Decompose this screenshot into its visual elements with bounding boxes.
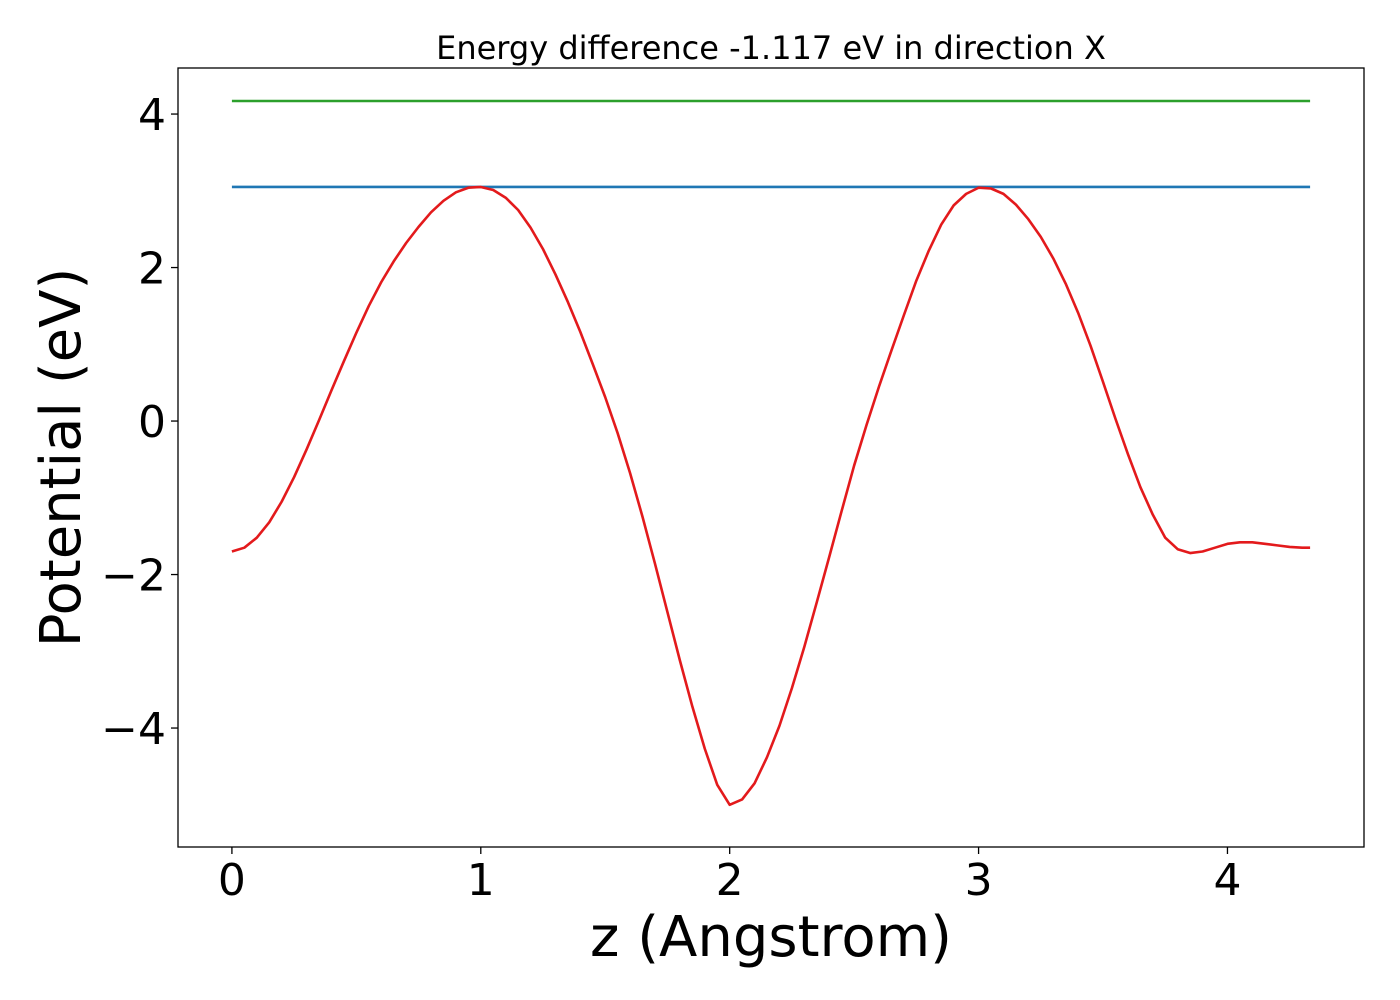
y-tick-label: −2 — [101, 551, 166, 602]
x-tick-label: 1 — [467, 855, 495, 906]
y-axis: −4 −2 0 2 4 — [101, 90, 178, 755]
y-tick-label: −4 — [101, 704, 166, 755]
y-axis-label: Potential (eV) — [29, 268, 94, 648]
series-line-2 — [231, 185, 1311, 807]
x-tick-label: 4 — [1213, 855, 1241, 906]
y-tick-label: 0 — [138, 397, 166, 448]
y-tick-label: 2 — [138, 244, 166, 295]
x-tick-label: 0 — [218, 855, 246, 906]
x-axis: 0 1 2 3 4 — [218, 847, 1241, 906]
chart-title: Energy difference -1.117 eV in direction… — [436, 29, 1106, 67]
plot-frame — [177, 67, 1365, 848]
y-tick-label: 4 — [138, 90, 166, 141]
x-tick-label: 2 — [716, 855, 744, 906]
x-tick-label: 3 — [965, 855, 993, 906]
series-layer — [231, 99, 1311, 807]
x-axis-label: z (Angstrom) — [590, 905, 952, 970]
